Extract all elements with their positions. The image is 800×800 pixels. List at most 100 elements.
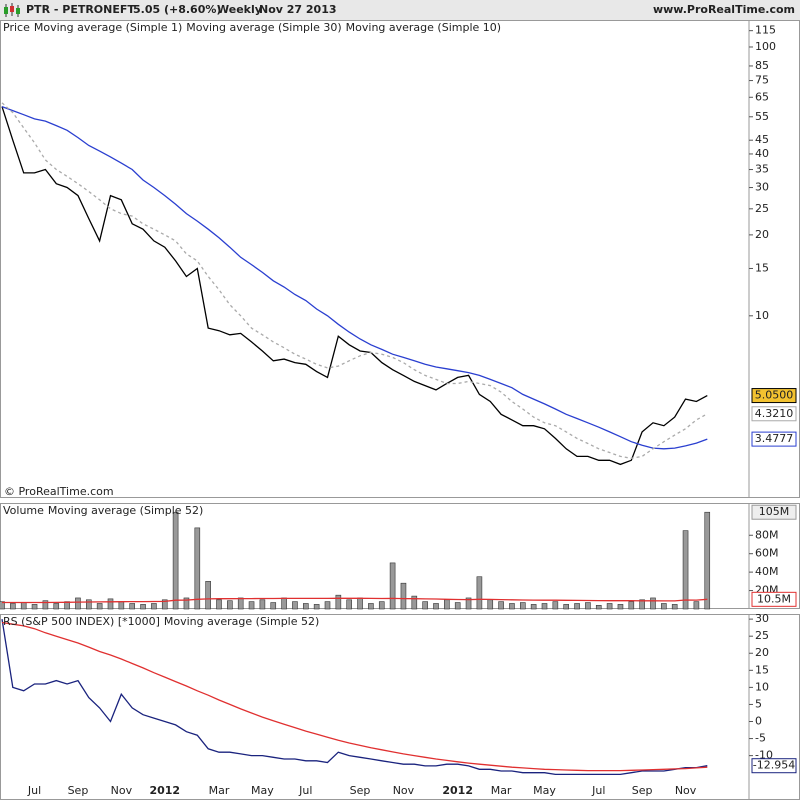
last-value-box (751, 504, 797, 520)
series-line (1, 105, 708, 450)
y-tick-label: 30 (755, 181, 769, 194)
volume-bar (107, 598, 114, 610)
volume-bar (20, 602, 27, 610)
volume-bar (302, 603, 309, 610)
volume-bar (498, 601, 504, 610)
volume-bar (270, 602, 277, 610)
volume-bar (259, 599, 266, 610)
volume-bar (519, 602, 526, 610)
volume-bar (389, 562, 396, 610)
last-value-box (751, 431, 797, 447)
last-value-box (751, 758, 797, 774)
volume-bar (324, 601, 331, 610)
volume-bar (281, 597, 287, 610)
volume-bar (357, 597, 363, 610)
volume-bar (574, 603, 580, 610)
x-tick-label: 2012 (149, 784, 180, 797)
y-tick-label: 5 (755, 697, 762, 710)
x-tick-label: Jul (27, 784, 41, 797)
volume-bar (86, 599, 92, 610)
y-tick-label: 20 (755, 228, 769, 241)
volume-bar (64, 601, 70, 610)
legend-entry: Moving average (Simple 1) (34, 21, 182, 34)
volume-bar (140, 604, 146, 610)
y-tick-label: 40M (755, 565, 779, 578)
x-tick-label: May (251, 784, 274, 797)
panel-title: RS (S&P 500 INDEX) [*1000] (3, 615, 160, 628)
volume-bar (0, 601, 5, 610)
x-tick-label: Nov (393, 784, 415, 797)
y-tick-label: 65 (755, 90, 769, 103)
y-tick-label: 100 (755, 40, 776, 53)
volume-bar (411, 595, 418, 610)
volume-bar (346, 599, 353, 610)
x-tick-label: Nov (111, 784, 133, 797)
volume-bar (552, 601, 559, 610)
period: Weekly (217, 3, 262, 16)
panel-frame (0, 20, 800, 498)
volume-bar (96, 603, 103, 610)
y-tick-label: 80M (755, 528, 779, 541)
y-tick-label: 10 (755, 680, 769, 693)
x-tick-label: 2012 (442, 784, 473, 797)
symbol: PTR - PETRONEFT (26, 3, 135, 16)
y-tick-label: 15 (755, 261, 769, 274)
y-tick-label: 115 (755, 24, 776, 37)
panel-frame (0, 614, 800, 800)
volume-bar (129, 603, 135, 610)
x-tick-label: Mar (209, 784, 230, 797)
y-tick-label: 30 (755, 612, 769, 625)
y-tick-label: 20 (755, 646, 769, 659)
volume-bar (487, 599, 494, 610)
last-value-label: 105M (759, 505, 790, 518)
last-value-box (751, 406, 797, 422)
legend-entry: Moving average (Simple 52) (48, 504, 203, 517)
legend-entry: Moving average (Simple 52) (164, 615, 319, 628)
panel-title: Volume (3, 504, 44, 517)
panel-title: Price (3, 21, 30, 34)
y-tick-label: 55 (755, 110, 769, 123)
y-tick-label: 60M (755, 547, 779, 560)
copyright: © ProRealTime.com (4, 485, 114, 498)
series-line (1, 102, 708, 459)
last-value-box (751, 388, 797, 404)
volume-bar (378, 601, 385, 610)
volume-bar (53, 603, 60, 610)
volume-bar (183, 597, 190, 610)
volume-bar (639, 599, 645, 610)
y-tick-label: -5 (755, 732, 766, 745)
legend-entry: Moving average (Simple 10) (346, 21, 501, 34)
date: Nov 27 2013 (259, 3, 337, 16)
volume-bar (42, 600, 49, 610)
last-value-label: 3.4777 (755, 432, 794, 445)
volume-bar (628, 601, 635, 610)
y-tick-label: 85 (755, 59, 769, 72)
y-tick-label: 25 (755, 202, 769, 215)
volume-bar (454, 602, 461, 610)
x-tick-label: Jul (591, 784, 605, 797)
y-tick-label: 75 (755, 74, 769, 87)
y-tick-label: 0 (755, 715, 762, 728)
panel-frame (0, 503, 800, 609)
volume-bar (400, 582, 407, 610)
last-value-label: 10.5M (757, 592, 791, 605)
y-tick-label: 35 (755, 163, 769, 176)
x-tick-label: Nov (675, 784, 697, 797)
legend-entry: Moving average (Simple 30) (186, 21, 341, 34)
volume-bar (606, 603, 613, 610)
series-line (1, 618, 708, 776)
volume-bar (151, 603, 157, 610)
series-line (1, 621, 708, 772)
quote: 5.05 (+8.60%) (133, 3, 221, 16)
volume-bar (313, 604, 320, 610)
last-value-label: 5.0500 (755, 389, 794, 402)
header-bar (0, 0, 800, 20)
volume-bar (595, 605, 602, 610)
volume-bar (237, 597, 244, 610)
volume-bar (335, 594, 342, 610)
series-line (2, 597, 708, 604)
volume-bar (476, 576, 483, 610)
volume-bar (617, 604, 624, 610)
